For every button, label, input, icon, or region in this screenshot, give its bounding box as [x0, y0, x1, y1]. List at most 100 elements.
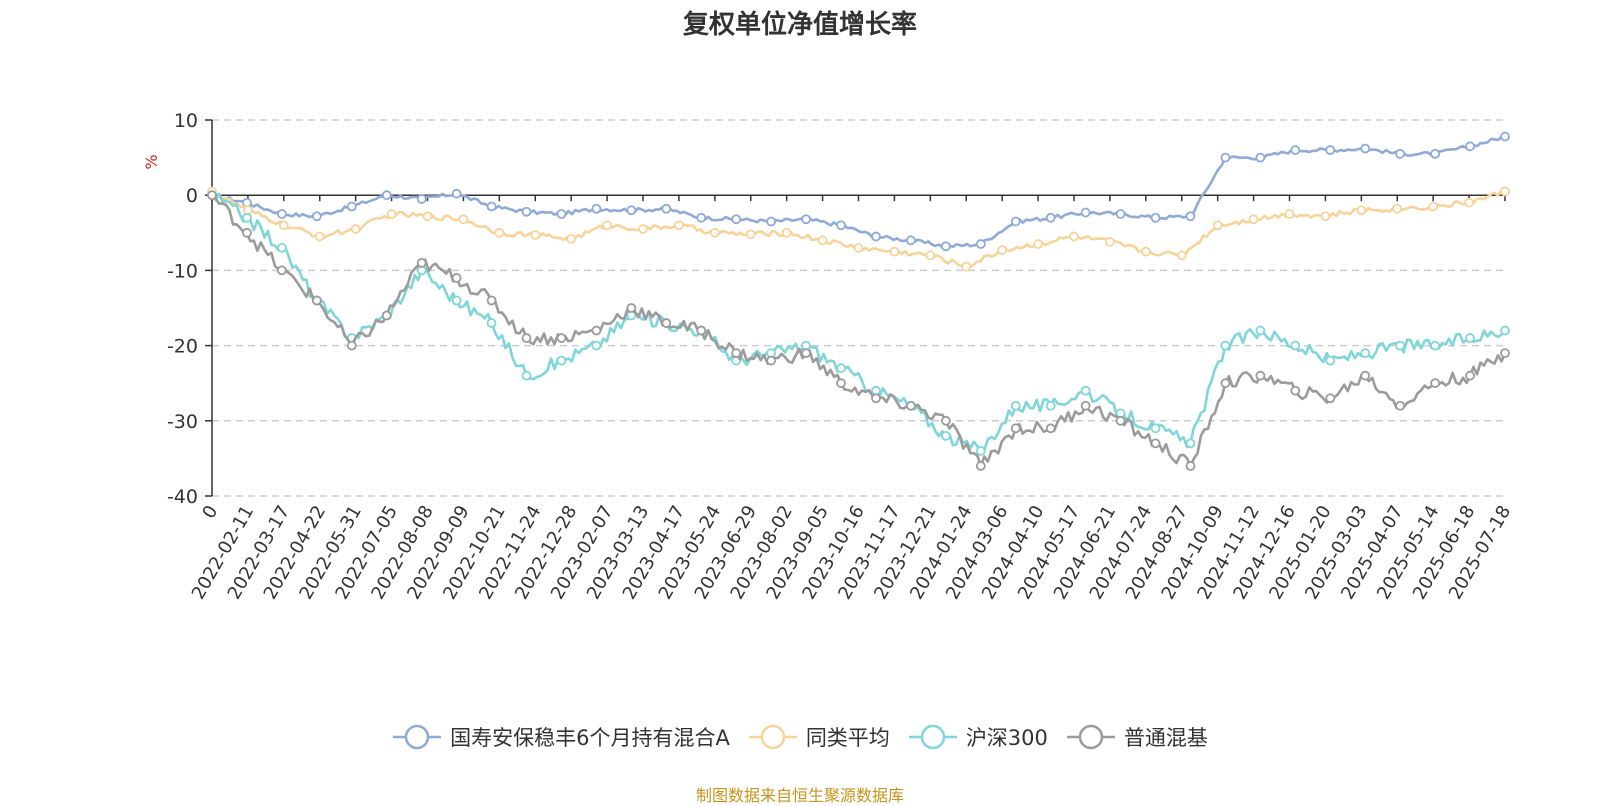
data-point: [486, 318, 497, 328]
series-layer: [207, 131, 1510, 471]
data-point: [486, 201, 497, 212]
data-point: [521, 333, 532, 343]
data-point: [626, 205, 637, 216]
data-point: [1395, 340, 1406, 351]
data-point: [1430, 148, 1441, 159]
data-point: [311, 295, 322, 306]
legend-item[interactable]: 普通混基: [1066, 722, 1208, 752]
data-point: [1395, 400, 1406, 411]
source-note: 制图数据来自恒生聚源数据库: [695, 786, 904, 805]
data-point: [1325, 355, 1336, 366]
axis-layer: 100-10-20-30-4002022-02-112022-03-172022…: [167, 110, 1515, 603]
data-point: [1465, 333, 1475, 343]
data-point: [1033, 239, 1043, 249]
data-point: [1150, 423, 1161, 434]
data-point: [853, 242, 864, 253]
data-point: [346, 201, 357, 212]
data-point: [940, 241, 951, 252]
y-tick-label: -10: [167, 260, 198, 282]
data-point: [1500, 348, 1510, 359]
data-point: [1255, 370, 1266, 381]
data-point: [422, 211, 433, 222]
data-point: [975, 461, 986, 471]
legend-marker-icon: [748, 724, 797, 750]
legend-item[interactable]: 国寿安保稳丰6个月持有混合A: [392, 722, 730, 752]
data-point: [1185, 211, 1196, 222]
legend-label: 同类平均: [805, 726, 890, 750]
legend-item[interactable]: 沪深300: [908, 722, 1048, 752]
data-point: [556, 355, 567, 366]
data-point: [416, 194, 427, 204]
legend-marker-icon: [1066, 724, 1115, 750]
data-point: [709, 227, 720, 238]
data-point: [1080, 207, 1091, 218]
y-tick-label: -20: [167, 336, 198, 358]
data-point: [1290, 385, 1301, 396]
series-line: [211, 189, 1506, 268]
data-point: [925, 250, 936, 261]
data-point: [386, 209, 397, 219]
data-point: [836, 220, 846, 231]
y-tick-label: -40: [167, 486, 198, 508]
data-point: [416, 257, 427, 268]
data-point: [556, 333, 567, 343]
y-tick-label: 0: [186, 185, 198, 207]
data-point: [1360, 370, 1371, 381]
data-point: [451, 295, 462, 306]
data-point: [1320, 211, 1331, 222]
data-point: [1010, 216, 1021, 227]
data-point: [1428, 201, 1439, 212]
data-point: [278, 220, 289, 231]
data-point: [836, 363, 846, 374]
y-axis-unit-label: %: [142, 154, 161, 169]
data-point: [591, 325, 602, 336]
chart-title: 复权单位净值增长率: [682, 10, 917, 40]
legend: 国寿安保稳丰6个月持有混合A 同类平均 沪深300 普通混基: [0, 722, 1600, 752]
data-point: [1045, 212, 1056, 223]
legend-label: 普通混基: [1123, 726, 1208, 750]
data-point: [1392, 203, 1403, 214]
data-point: [801, 348, 811, 359]
data-point: [242, 227, 252, 238]
data-point: [1140, 246, 1151, 257]
grid-layer: [212, 119, 1505, 497]
data-point: [521, 370, 532, 381]
data-point: [1105, 236, 1115, 247]
data-point: [1115, 209, 1126, 219]
legend-label: 沪深300: [965, 726, 1048, 750]
data-point: [1185, 461, 1196, 471]
data-point: [1045, 423, 1056, 434]
data-point: [1500, 131, 1510, 142]
data-point: [1185, 438, 1196, 449]
data-point: [1150, 212, 1161, 223]
data-point: [1255, 152, 1266, 163]
data-point: [311, 211, 322, 222]
data-point: [906, 400, 916, 411]
data-point: [530, 230, 541, 240]
data-point: [1465, 141, 1475, 152]
data-point: [801, 214, 811, 225]
data-point: [674, 220, 684, 231]
data-point: [638, 224, 648, 234]
legend-marker-icon: [908, 724, 957, 750]
data-point: [1115, 415, 1126, 426]
data-point: [314, 231, 325, 242]
data-point: [1325, 393, 1336, 404]
data-point: [1290, 145, 1301, 155]
data-point: [940, 415, 951, 426]
data-point: [1430, 378, 1441, 389]
legend-item[interactable]: 同类平均: [748, 722, 890, 752]
data-point: [1220, 152, 1231, 163]
data-point: [521, 206, 532, 217]
data-point: [1212, 220, 1223, 231]
data-point: [1045, 400, 1056, 411]
series-line: [211, 135, 1506, 249]
data-point: [1430, 340, 1441, 351]
data-point: [1069, 231, 1079, 242]
data-point: [556, 209, 567, 219]
legend-marker-icon: [393, 724, 442, 750]
line-chart: 100-10-20-30-4002022-02-112022-03-172022…: [142, 110, 1515, 603]
data-point: [1360, 143, 1371, 154]
data-point: [1248, 214, 1259, 225]
data-point: [276, 209, 287, 219]
